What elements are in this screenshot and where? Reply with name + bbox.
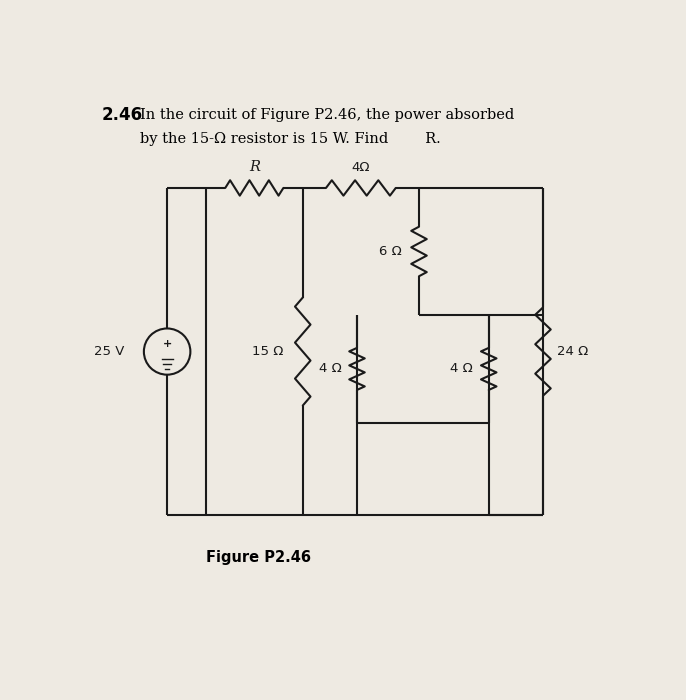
Text: 6 Ω: 6 Ω xyxy=(379,245,402,258)
Text: R: R xyxy=(249,160,260,174)
Text: 4Ω: 4Ω xyxy=(352,161,370,174)
Text: by the 15-Ω resistor is 15 W. Find        R.: by the 15-Ω resistor is 15 W. Find R. xyxy=(140,132,440,146)
Text: 24 Ω: 24 Ω xyxy=(557,345,588,358)
Text: +: + xyxy=(163,339,172,349)
Text: 4 Ω: 4 Ω xyxy=(451,363,473,375)
Text: 25 V: 25 V xyxy=(94,345,124,358)
Text: 2.46: 2.46 xyxy=(102,106,143,124)
Text: 15 Ω: 15 Ω xyxy=(252,345,283,358)
Text: 4 Ω: 4 Ω xyxy=(319,363,342,375)
Text: In the circuit of Figure P2.46, the power absorbed: In the circuit of Figure P2.46, the powe… xyxy=(140,108,514,122)
Text: Figure P2.46: Figure P2.46 xyxy=(206,550,311,565)
